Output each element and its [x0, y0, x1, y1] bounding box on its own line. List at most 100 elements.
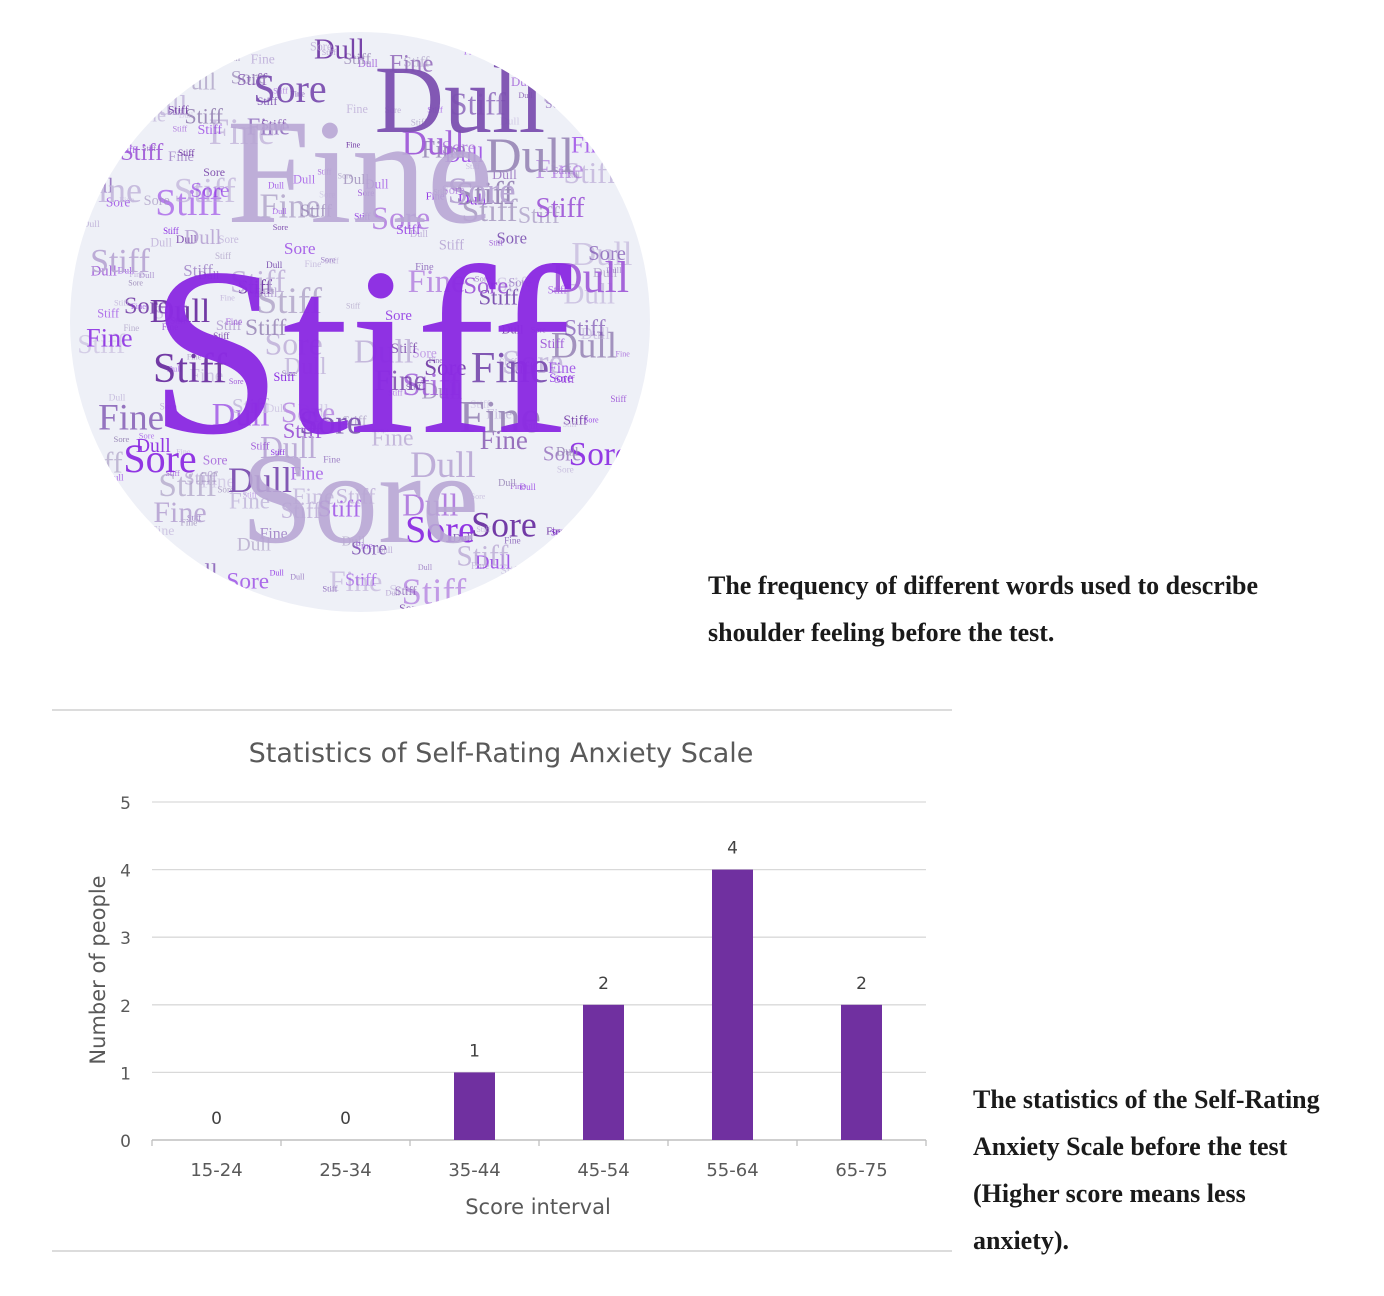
cloud-word: Fine — [355, 541, 373, 552]
cloud-word: Sore — [583, 95, 610, 111]
y-axis-title: Number of people — [86, 875, 110, 1064]
cloud-word: Dull — [445, 142, 484, 167]
cloud-word: Stiff — [300, 200, 333, 220]
cloud-word: Stiff — [450, 87, 506, 122]
cloud-word: Sore — [139, 431, 155, 441]
y-tick-label: 2 — [120, 997, 131, 1017]
cloud-word: Stiff — [318, 495, 362, 522]
y-tick-label: 0 — [120, 1132, 131, 1152]
cloud-word: Dull — [402, 122, 465, 162]
cloud-word: Dull — [518, 91, 533, 100]
cloud-word: Sore — [351, 539, 387, 560]
cloud-word: Sore — [160, 403, 177, 413]
cloud-word: Sore — [471, 492, 486, 501]
cloud-word: Fine — [153, 496, 206, 529]
cloud-word: Dull — [365, 176, 389, 191]
cloud-word: Stiff — [553, 166, 572, 177]
bar — [712, 869, 753, 1140]
cloud-word: Dull — [290, 572, 305, 581]
cloud-word: Stiff — [184, 104, 223, 128]
cloud-word: Dull — [225, 54, 240, 63]
cloud-word: Fine — [429, 356, 444, 365]
cloud-word: Stiff — [142, 144, 156, 153]
cloud-word: Sore — [231, 68, 267, 89]
cloud-word: Stiff — [391, 341, 419, 357]
cloud-word: Dull — [272, 207, 287, 216]
cloud-word: Sore — [106, 194, 131, 209]
cloud-word: Dull — [253, 285, 277, 300]
cloud-word: Stiff — [496, 273, 533, 296]
cloud-word: Stiff — [499, 357, 518, 368]
cloud-word: Dull — [139, 270, 155, 280]
cloud-word: Sore — [471, 504, 537, 544]
cloud-word: Dull — [358, 58, 378, 70]
cloud-word: Dull — [513, 569, 529, 579]
cloud-word: Dull — [421, 378, 462, 403]
cloud-word: Fine — [229, 488, 270, 514]
cloud-word: Fine — [227, 89, 494, 255]
cloud-word: Stiff — [257, 95, 278, 108]
cloud-word: Sore — [543, 441, 582, 465]
cloud-word: Stiff — [155, 182, 222, 224]
bars — [454, 869, 882, 1140]
cloud-word: Sore — [123, 436, 196, 481]
cloud-word: Sore — [265, 327, 323, 362]
cloud-word: Fine — [123, 323, 139, 333]
cloud-word: Sore — [121, 59, 166, 86]
cloud-word: Stiff — [187, 514, 201, 523]
cloud-word: Sore — [114, 434, 130, 444]
cloud-word: Fine — [129, 270, 144, 279]
cloud-word: Sore — [508, 275, 531, 289]
cloud-word: Stiff — [456, 540, 508, 572]
cloud-word: Fine — [346, 140, 361, 149]
word-cloud: SoreStiffFineFineStiffFineFineStiffFineS… — [70, 32, 650, 612]
cloud-word: Dull — [563, 278, 615, 310]
cloud-word: Stiff — [197, 123, 222, 138]
cloud-word: Sore — [497, 229, 527, 248]
cloud-word: Sore — [584, 416, 599, 425]
cloud-word: Stiff — [154, 303, 188, 324]
cloud-word: Sore — [253, 66, 326, 111]
cloud-word: Fine — [189, 365, 223, 386]
cloud-word: Stiff — [120, 139, 164, 166]
cloud-word: Dull — [150, 293, 210, 330]
cloud-word: Fine — [260, 526, 288, 543]
cloud-word: Stiff — [505, 359, 535, 378]
cloud-word: Dull — [91, 264, 117, 280]
cloud-word: Fine — [426, 192, 445, 203]
cloud-word: Fine — [371, 426, 413, 452]
cloud-word: Sore — [183, 34, 219, 56]
cloud-word: Sore — [447, 171, 515, 212]
cloud-word: Stiff — [322, 48, 336, 57]
data-label: 2 — [856, 974, 867, 994]
cloud-word: Sore — [502, 344, 563, 381]
cloud-word: Stiff — [77, 487, 115, 511]
cloud-word: Stiff — [596, 529, 625, 546]
cloud-word: Fine — [569, 576, 606, 598]
cloud-word: Stiff — [168, 102, 189, 116]
cloud-word: Fine — [459, 391, 541, 442]
cloud-word: Fine — [571, 590, 586, 599]
cloud-word: Stiff — [610, 394, 627, 404]
cloud-word: Stiff — [403, 55, 429, 71]
cloud-word: Sore — [531, 325, 546, 334]
cloud-word: Sore — [82, 506, 119, 528]
cloud-word: Dull — [115, 57, 131, 67]
cloud-word: Fine — [421, 137, 465, 164]
cloud-word: Fine — [260, 187, 321, 225]
cloud-word: Fine — [471, 343, 549, 392]
gridlines — [151, 801, 927, 1146]
cloud-word: Fine — [581, 82, 613, 102]
cloud-word: Stiff — [243, 491, 258, 500]
cloud-word: Stiff — [116, 506, 132, 516]
cloud-word: Stiff — [388, 388, 403, 397]
cloud-word: Dull — [266, 403, 286, 415]
chart-caption: The statistics of the Self-Rating Anxiet… — [973, 1085, 1320, 1255]
cloud-word: Stiff — [261, 117, 286, 133]
cloud-word: Sore — [319, 190, 335, 200]
cloud-word: Stiff — [466, 162, 480, 171]
cloud-word: Dull — [410, 229, 428, 240]
cloud-word: Sore — [389, 583, 414, 598]
cloud-word: Dull — [77, 35, 137, 72]
cloud-word: Dull — [198, 268, 220, 282]
